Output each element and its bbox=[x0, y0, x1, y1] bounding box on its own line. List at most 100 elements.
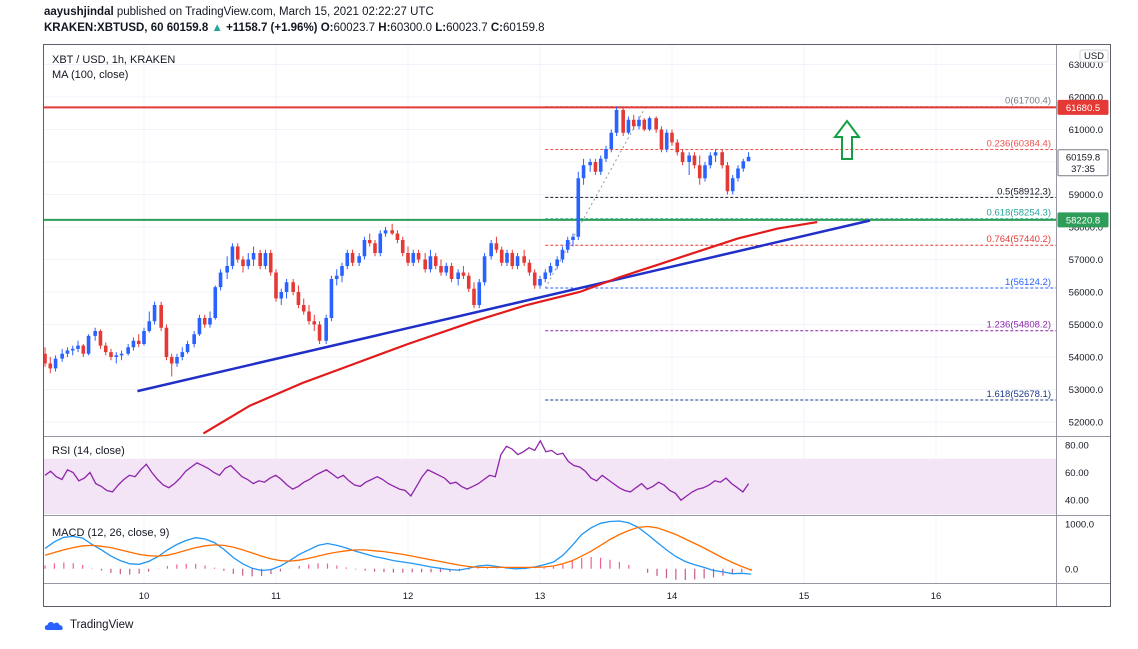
author-name[interactable]: aayushjindal bbox=[44, 6, 114, 18]
candle-up bbox=[456, 272, 460, 279]
candle-down bbox=[654, 118, 658, 130]
price-pane: 0(61700.4) 0.236(60384.4) 0.5(58912.3) 0.61… bbox=[44, 96, 1056, 435]
candle-down bbox=[680, 152, 685, 162]
symbol[interactable]: KRAKEN:XBTUSD, 60 bbox=[44, 22, 164, 34]
candle-up bbox=[741, 161, 746, 169]
candle-up bbox=[411, 253, 416, 263]
candle-up bbox=[279, 292, 284, 299]
candle-down bbox=[274, 272, 278, 299]
last-price: 60159.8 bbox=[166, 22, 209, 34]
candle-down bbox=[296, 292, 301, 305]
candle-down bbox=[307, 311, 311, 322]
candle-up bbox=[555, 259, 559, 266]
published-text: published on TradingView.com, March 15, … bbox=[116, 6, 434, 18]
candle-down bbox=[301, 305, 306, 312]
fib-level-label: 0.5(58912.3) bbox=[997, 186, 1051, 197]
currency-box bbox=[1079, 49, 1109, 63]
candle-down bbox=[725, 165, 730, 192]
candle-up bbox=[93, 331, 97, 336]
fib-level-label: 1.618(52678.1) bbox=[987, 389, 1051, 400]
candle-up bbox=[609, 132, 614, 149]
candle-up bbox=[185, 344, 190, 353]
candle-up bbox=[340, 266, 344, 276]
candle-up bbox=[505, 253, 509, 263]
open-value: 60023.7 bbox=[333, 22, 376, 34]
candle-up bbox=[114, 355, 119, 357]
price-label-last: 60159.8 bbox=[1066, 152, 1100, 163]
fib-level-label: 0.236(60384.4) bbox=[987, 139, 1051, 150]
x-tick-label: 11 bbox=[271, 591, 281, 602]
y-tick-label: 53000.0 bbox=[1069, 385, 1103, 396]
candle-down bbox=[439, 266, 443, 273]
candle-down bbox=[268, 253, 273, 273]
candle-down bbox=[235, 246, 240, 260]
tradingview-logo[interactable]: TradingView bbox=[44, 619, 133, 631]
y-tick-label: 62000.0 bbox=[1069, 93, 1103, 104]
candle-down bbox=[692, 155, 697, 166]
candle-down bbox=[291, 282, 295, 292]
candle-down bbox=[527, 262, 532, 273]
candle-down bbox=[697, 165, 702, 179]
price-label-box-support bbox=[1057, 212, 1109, 228]
candle-up bbox=[708, 155, 713, 166]
open-label: O: bbox=[320, 22, 334, 34]
candle-down bbox=[98, 331, 103, 346]
macd-pane-title: MACD (12, 26, close, 9) bbox=[52, 527, 169, 539]
candle-up bbox=[175, 357, 179, 364]
candle-down bbox=[593, 162, 598, 172]
fib-level-label: 0.618(58254.3) bbox=[987, 208, 1051, 219]
candle-down bbox=[423, 259, 427, 270]
candle-up bbox=[664, 132, 669, 149]
candle-down bbox=[449, 266, 454, 279]
fib-level-label: 1.236(54808.2) bbox=[987, 320, 1051, 331]
candle-up bbox=[180, 352, 185, 357]
close-label: C: bbox=[490, 22, 503, 34]
candle-up bbox=[213, 287, 218, 318]
rsi-line bbox=[44, 439, 750, 502]
up-arrow-icon bbox=[833, 119, 861, 160]
x-tick-label: 13 bbox=[535, 591, 546, 602]
signal-line bbox=[44, 525, 752, 571]
candle-up bbox=[581, 165, 586, 179]
candle-down bbox=[159, 305, 163, 328]
y-tick-label: 52000.0 bbox=[1069, 418, 1103, 429]
candle-down bbox=[631, 119, 636, 127]
candle-up bbox=[230, 246, 235, 266]
ma-indicator-title: MA (100, close) bbox=[52, 69, 128, 81]
fib-level-label: 0(61700.4) bbox=[1005, 96, 1051, 107]
candle-up bbox=[588, 162, 592, 166]
x-tick-label: 10 bbox=[139, 591, 150, 602]
candle-up bbox=[604, 149, 608, 159]
candle-up bbox=[383, 230, 388, 234]
candle-up bbox=[362, 240, 367, 257]
candle-up bbox=[637, 119, 641, 127]
macd-tick-label: 0.0 bbox=[1065, 564, 1078, 575]
candle-up bbox=[86, 335, 91, 354]
candle-down bbox=[202, 318, 207, 325]
candle-down bbox=[241, 259, 245, 266]
rsi-tick-label: 60.00 bbox=[1065, 468, 1089, 479]
publish-line: aayushjindal published on TradingView.co… bbox=[44, 6, 434, 18]
price-label-support: 58220.8 bbox=[1066, 215, 1100, 226]
fib-level-label: 0.764(57440.2) bbox=[987, 234, 1051, 245]
candle-up bbox=[626, 119, 631, 133]
candle-down bbox=[416, 253, 421, 260]
candle-down bbox=[510, 253, 515, 266]
candle-down bbox=[169, 357, 174, 364]
candle-up bbox=[703, 165, 707, 179]
candle-down bbox=[400, 240, 405, 253]
y-tick-label: 55000.0 bbox=[1069, 320, 1103, 331]
candle-up bbox=[598, 158, 603, 172]
y-tick-label: 56000.0 bbox=[1069, 288, 1103, 299]
candle-up bbox=[131, 340, 136, 348]
candle-down bbox=[621, 110, 625, 133]
macd-tick-label: 1000.0 bbox=[1065, 519, 1094, 530]
candle-down bbox=[406, 253, 410, 263]
y-tick-label: 63000.0 bbox=[1069, 60, 1103, 71]
candle-up bbox=[225, 266, 229, 273]
high-value: 60300.0 bbox=[390, 22, 432, 34]
candle-down bbox=[103, 345, 108, 353]
macd-pane bbox=[44, 520, 752, 580]
candle-down bbox=[659, 129, 664, 149]
